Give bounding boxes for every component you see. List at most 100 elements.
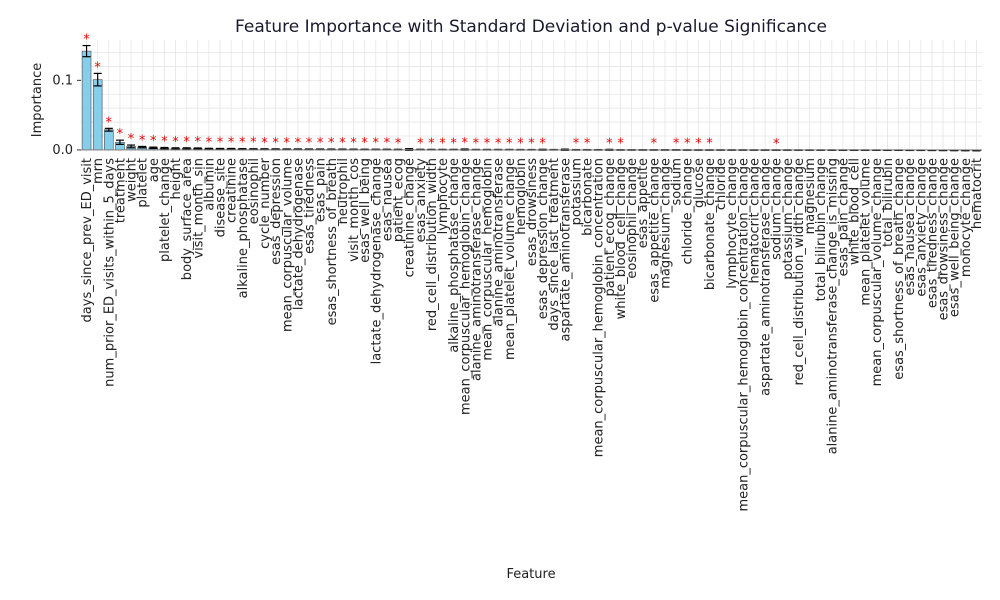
significance-marker: * bbox=[573, 137, 580, 152]
x-axis: days_since_prev_ED_visitmrnnum_prior_ED_… bbox=[80, 157, 985, 511]
significance-markers-layer: * * * * * * * * * * * * * * * * * * * * * * * * * * * * * * * * * * * * * * * *… bbox=[83, 33, 780, 152]
significance-marker: * bbox=[539, 136, 546, 151]
x-tick-label: red_cell_distribution_width_change bbox=[792, 158, 807, 385]
significance-marker: * bbox=[217, 135, 224, 150]
significance-marker: * bbox=[94, 60, 101, 75]
x-tick-label: esas_tiredness bbox=[303, 158, 318, 254]
x-tick-label: mean_corpuscular_hemoglobin bbox=[481, 158, 496, 361]
x-tick-label: visit_month_sin bbox=[191, 158, 206, 259]
x-tick-label: esas_depression bbox=[269, 158, 284, 265]
error-bar bbox=[127, 144, 136, 149]
significance-marker: * bbox=[651, 137, 658, 152]
significance-marker: * bbox=[183, 135, 190, 150]
x-tick-label: esas_shortness_of_breath bbox=[325, 158, 340, 325]
significance-marker: * bbox=[428, 136, 435, 151]
bar bbox=[92, 79, 103, 151]
significance-marker: * bbox=[139, 133, 146, 148]
error-bar bbox=[193, 147, 202, 150]
x-tick-label: treatment bbox=[113, 158, 128, 223]
x-tick-label: esas_well_being bbox=[358, 158, 373, 263]
x-tick-label: bicarbonate_change bbox=[703, 158, 718, 290]
significance-marker: * bbox=[673, 137, 680, 152]
chart-title: Feature Importance with Standard Deviati… bbox=[235, 17, 827, 37]
error-bar bbox=[104, 127, 113, 132]
x-tick-label: creatinine bbox=[225, 158, 240, 223]
error-bar bbox=[182, 147, 191, 150]
x-tick-label: white_blood_cell bbox=[848, 158, 863, 265]
x-tick-label: visit_month_cos bbox=[347, 158, 362, 262]
x-tick-label: mean_corpuscular_hemoglobin_concentratio… bbox=[592, 158, 607, 457]
x-tick-label: body_surface_area bbox=[180, 158, 195, 280]
x-tick-label: eosinophil_change bbox=[625, 158, 640, 279]
x-tick-label: height bbox=[169, 158, 184, 199]
x-tick-label: monocyte_change bbox=[959, 158, 974, 277]
significance-marker: * bbox=[117, 127, 124, 142]
x-tick-label: eosinophil bbox=[247, 158, 262, 224]
significance-marker: * bbox=[228, 135, 235, 150]
x-tick-label: alanine_aminotransferase_change_is_missi… bbox=[825, 158, 840, 454]
x-tick-label: esas_pain bbox=[314, 158, 329, 222]
significance-marker: * bbox=[695, 137, 702, 152]
bar bbox=[81, 50, 92, 151]
x-tick-label: esas_anxiety bbox=[414, 158, 429, 243]
x-axis-label: Feature bbox=[506, 567, 555, 582]
significance-marker: * bbox=[462, 136, 469, 151]
x-tick-label: esas_anxiety_change bbox=[914, 158, 929, 297]
error-bar bbox=[93, 72, 102, 87]
significance-marker: * bbox=[272, 136, 279, 151]
significance-marker: * bbox=[317, 136, 324, 151]
x-tick-label: glucose bbox=[692, 158, 707, 208]
significance-marker: * bbox=[384, 136, 391, 151]
x-tick-label: lymphocyte bbox=[436, 158, 451, 234]
x-tick-label: esas_nausea bbox=[380, 158, 395, 241]
x-tick-label: bicarbonate bbox=[581, 158, 596, 236]
x-tick-label: chloride bbox=[714, 158, 729, 210]
error-bar bbox=[82, 44, 91, 58]
x-tick-label: creatinine_change bbox=[403, 158, 418, 277]
significance-marker: * bbox=[339, 136, 346, 151]
x-tick-label: esas_appetite_change bbox=[647, 158, 662, 303]
x-tick-label: patient_ecog bbox=[392, 158, 407, 242]
x-tick-label: magnesium_change bbox=[658, 158, 673, 289]
x-tick-label: cycle_number bbox=[258, 157, 273, 248]
x-tick-label: hemoglobin bbox=[514, 158, 529, 235]
significance-marker: * bbox=[373, 136, 380, 151]
x-tick-label: esas_shortness_of_breath_change bbox=[892, 158, 907, 380]
x-tick-label: total_bilirubin bbox=[881, 158, 896, 247]
x-tick-label: lactate_dehydrogenase_change bbox=[369, 158, 384, 364]
x-tick-label: esas_well_being_change bbox=[948, 158, 963, 317]
significance-marker: * bbox=[484, 136, 491, 151]
significance-marker: * bbox=[295, 136, 302, 151]
x-tick-label: lymphocyte_change bbox=[725, 158, 740, 289]
x-tick-label: aspartate_aminotransferase_change bbox=[759, 158, 774, 396]
x-tick-label: sodium_change bbox=[770, 158, 785, 260]
x-tick-label: alanine_aminotransferase_change bbox=[469, 158, 484, 381]
x-tick-label: lactate_dehydrogenase bbox=[291, 158, 306, 310]
significance-marker: * bbox=[361, 136, 368, 151]
x-tick-label: days_since_last_treatment bbox=[547, 158, 562, 331]
significance-marker: * bbox=[506, 136, 513, 151]
x-tick-label: esas_drowsiness bbox=[525, 158, 540, 266]
significance-marker: * bbox=[150, 134, 157, 149]
x-tick-label: red_cell_distribution_width bbox=[425, 158, 440, 331]
significance-marker: * bbox=[584, 137, 591, 152]
significance-marker: * bbox=[706, 137, 713, 152]
x-tick-label: mean_corpuscular_volume bbox=[280, 158, 295, 332]
significance-marker: * bbox=[328, 136, 335, 151]
x-tick-label: potassium bbox=[569, 158, 584, 225]
significance-marker: * bbox=[417, 136, 424, 151]
x-tick-label: weight bbox=[125, 158, 140, 202]
significance-marker: * bbox=[206, 135, 213, 150]
x-tick-label: white_blood_cell_change bbox=[614, 158, 629, 319]
significance-marker: * bbox=[684, 137, 691, 152]
x-tick-label: total_bilirubin_change bbox=[814, 158, 829, 301]
x-tick-label: mean_corpuscular_volume_change bbox=[870, 158, 885, 386]
x-tick-label: mrn bbox=[91, 158, 106, 184]
significance-marker: * bbox=[439, 136, 446, 151]
x-tick-label: platelet bbox=[136, 158, 151, 208]
error-bar bbox=[149, 146, 158, 150]
x-tick-label: days_since_prev_ED_visit bbox=[80, 158, 95, 322]
significance-marker: * bbox=[450, 136, 457, 151]
significance-marker: * bbox=[528, 136, 535, 151]
significance-marker: * bbox=[773, 137, 780, 152]
